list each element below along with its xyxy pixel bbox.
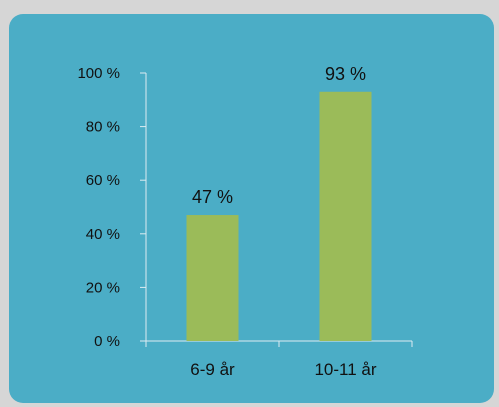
y-tick-label: 0 % — [94, 333, 120, 350]
y-tick-label: 80 % — [86, 119, 120, 136]
y-tick-label: 100 % — [77, 65, 120, 82]
y-axis: 0 % 20 % 40 % 60 % 80 % 100 % — [77, 65, 147, 350]
bars — [186, 91, 372, 341]
bar-2 — [319, 91, 372, 341]
data-label: 47 % — [192, 187, 233, 207]
bar-1 — [186, 215, 239, 341]
y-tick-label: 40 % — [86, 226, 120, 243]
chart-card — [9, 14, 494, 403]
y-tick-label: 60 % — [86, 172, 120, 189]
data-labels: 47 % 93 % — [192, 64, 366, 207]
x-axis: 6-9 år 10-11 år — [145, 340, 413, 379]
data-label: 93 % — [325, 64, 366, 84]
x-category-label: 6-9 år — [190, 360, 235, 379]
x-category-label: 10-11 år — [314, 360, 376, 379]
y-tick-label: 20 % — [86, 279, 120, 296]
